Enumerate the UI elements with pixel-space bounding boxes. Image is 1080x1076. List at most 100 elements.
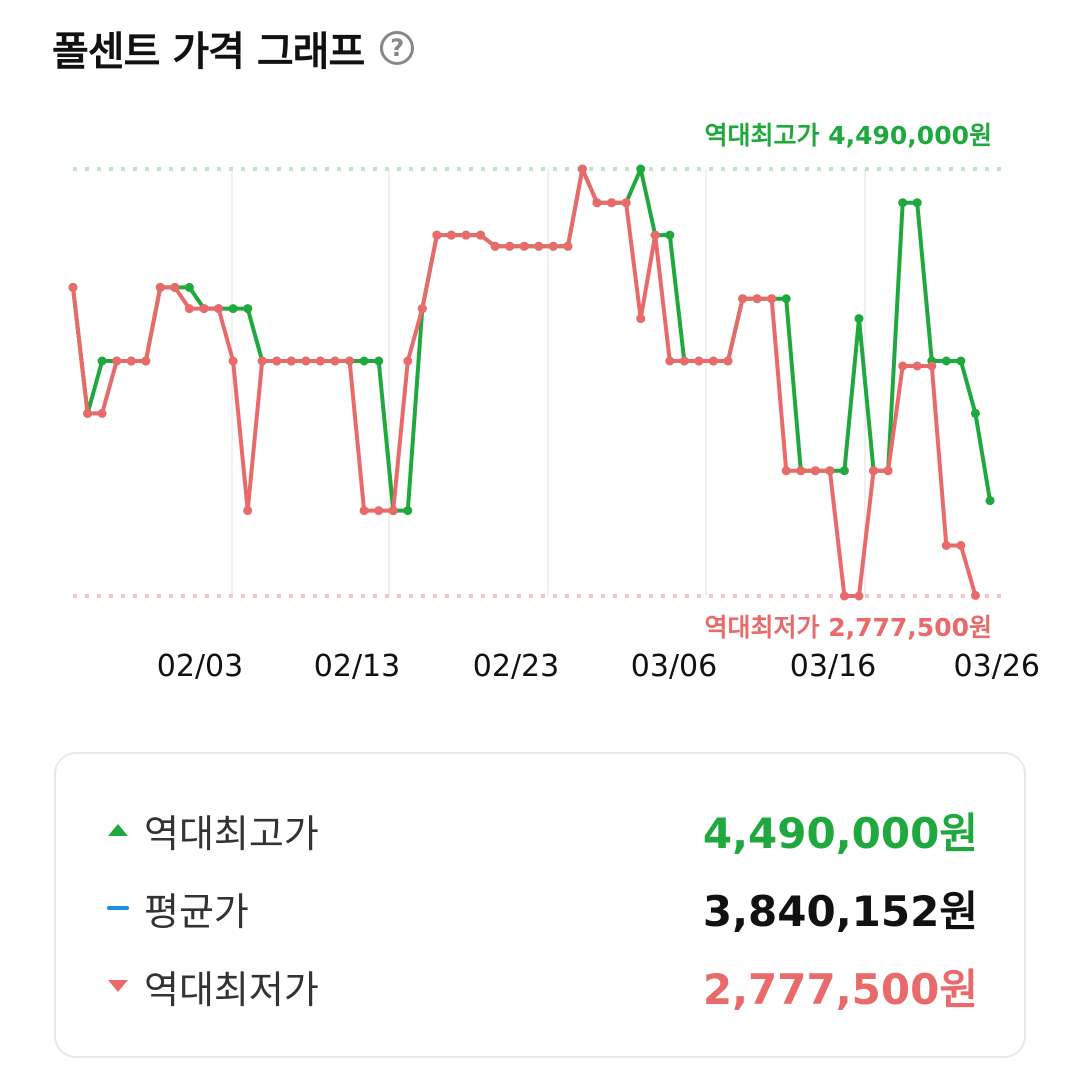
series-1-point-23 bbox=[403, 356, 413, 366]
series-1-point-11 bbox=[228, 356, 238, 366]
series-1-point-46 bbox=[738, 294, 748, 304]
series-1-point-21 bbox=[374, 506, 384, 516]
series-0-point-2 bbox=[97, 356, 107, 366]
series-1-point-16 bbox=[301, 356, 311, 366]
stat-row-high: 역대최고가 4,490,000원 bbox=[106, 800, 978, 860]
series-0-point-63 bbox=[985, 496, 995, 506]
series-1-point-25 bbox=[432, 230, 442, 240]
stat-value-high: 4,490,000원 bbox=[702, 808, 978, 858]
series-1-point-43 bbox=[694, 356, 704, 366]
question-circle-icon[interactable]: ? bbox=[380, 31, 415, 65]
x-tick-label-1: 02/13 bbox=[314, 649, 400, 684]
series-1-point-47 bbox=[752, 294, 762, 304]
high-price-annotation: 역대최고가 4,490,000원 bbox=[705, 121, 992, 150]
stat-value-avg: 3,840,152원 bbox=[702, 886, 978, 936]
series-1-point-18 bbox=[330, 356, 340, 366]
series-1-point-37 bbox=[607, 198, 617, 208]
series-1-point-57 bbox=[898, 361, 908, 371]
series-1-point-28 bbox=[476, 230, 486, 240]
series-0-point-62 bbox=[970, 408, 980, 418]
series-1-point-59 bbox=[927, 361, 937, 371]
series-1-point-9 bbox=[199, 304, 209, 314]
series-1-point-58 bbox=[912, 361, 922, 371]
series-1-point-3 bbox=[112, 356, 122, 366]
series-1-point-62 bbox=[970, 590, 980, 600]
series-0-point-21 bbox=[374, 356, 384, 366]
triangle-down-icon bbox=[106, 980, 130, 992]
series-1-point-39 bbox=[636, 314, 646, 324]
series-1-point-32 bbox=[534, 241, 544, 251]
stat-label-low: 역대최저가 bbox=[144, 967, 319, 1012]
series-0-point-39 bbox=[636, 164, 646, 174]
series-1-point-50 bbox=[796, 466, 806, 476]
series-1-point-20 bbox=[359, 506, 369, 516]
series-1-point-52 bbox=[825, 466, 835, 476]
series-1-point-17 bbox=[315, 356, 325, 366]
series-1-point-10 bbox=[214, 304, 224, 314]
series-1-point-56 bbox=[883, 466, 893, 476]
series-1-point-42 bbox=[679, 356, 689, 366]
series-0-point-61 bbox=[956, 356, 966, 366]
series-1-point-14 bbox=[272, 356, 282, 366]
series-1-point-61 bbox=[956, 541, 966, 550]
series-1-point-12 bbox=[243, 506, 253, 516]
series-1-point-41 bbox=[665, 356, 675, 366]
series-1-point-2 bbox=[97, 408, 107, 418]
x-tick-label-4: 03/16 bbox=[790, 649, 876, 684]
series-1-point-6 bbox=[155, 282, 165, 292]
series-1-point-49 bbox=[781, 466, 791, 476]
series-1-point-34 bbox=[563, 241, 573, 251]
series-1-point-13 bbox=[257, 356, 267, 366]
x-axis-ticks: 02/03 02/13 02/23 03/06 03/16 03/26 bbox=[157, 649, 1040, 684]
stat-value-low: 2,777,500원 bbox=[702, 964, 978, 1014]
low-price-annotation: 역대최저가 2,777,500원 bbox=[705, 613, 992, 642]
series-1-point-22 bbox=[388, 506, 398, 516]
stat-label-high: 역대최고가 bbox=[144, 811, 319, 856]
series-0-point-41 bbox=[665, 230, 675, 240]
series-1-point-45 bbox=[723, 356, 733, 366]
series-1-point-26 bbox=[446, 230, 456, 240]
series-1-point-40 bbox=[650, 230, 660, 240]
x-tick-label-0: 02/03 bbox=[157, 649, 243, 684]
series-0-point-58 bbox=[912, 198, 922, 208]
series-1-point-31 bbox=[519, 241, 529, 251]
series-1-point-0 bbox=[68, 282, 78, 292]
series-1-point-44 bbox=[708, 356, 718, 366]
triangle-up-icon bbox=[106, 824, 130, 836]
series-1-point-33 bbox=[548, 241, 558, 251]
series-1-point-29 bbox=[490, 241, 500, 251]
chart-header: 폴센트 가격 그래프 ? bbox=[52, 18, 415, 78]
x-tick-label-5: 03/26 bbox=[954, 649, 1040, 684]
series-line-1 bbox=[71, 167, 978, 598]
series-0-point-53 bbox=[839, 466, 849, 476]
price-summary-card: 역대최고가 4,490,000원 평균가 3,840,152원 역대최저가 2,… bbox=[54, 752, 1026, 1058]
series-1-point-4 bbox=[126, 356, 136, 366]
series-0-point-20 bbox=[359, 356, 369, 366]
series-1-point-35 bbox=[577, 164, 587, 174]
series-0-point-23 bbox=[403, 506, 413, 516]
series-layer bbox=[68, 164, 995, 601]
series-0-point-57 bbox=[898, 198, 908, 208]
price-chart: 역대최고가 4,490,000원 역대최저가 2,777,500원 02/03 0… bbox=[68, 121, 1040, 684]
stat-row-low: 역대최저가 2,777,500원 bbox=[106, 956, 978, 1016]
series-1-point-38 bbox=[621, 198, 631, 208]
series-0-point-49 bbox=[781, 294, 791, 304]
x-tick-label-2: 02/23 bbox=[473, 649, 559, 684]
series-1-point-30 bbox=[505, 241, 515, 251]
label-layer: 역대최고가 4,490,000원 역대최저가 2,777,500원 bbox=[705, 121, 992, 642]
series-line-0 bbox=[71, 167, 992, 513]
series-1-point-7 bbox=[170, 282, 180, 292]
series-1-point-55 bbox=[869, 466, 879, 476]
series-1-point-36 bbox=[592, 198, 602, 208]
series-0-point-54 bbox=[854, 314, 864, 324]
series-1-point-1 bbox=[83, 408, 93, 418]
grid-layer bbox=[231, 169, 866, 596]
series-1-point-8 bbox=[184, 304, 194, 314]
series-0-point-60 bbox=[941, 356, 951, 366]
series-1-point-60 bbox=[941, 541, 951, 550]
series-1-point-19 bbox=[345, 356, 355, 366]
series-1-point-15 bbox=[286, 356, 296, 366]
series-1-point-51 bbox=[810, 466, 820, 476]
series-0-point-11 bbox=[228, 304, 238, 314]
series-1-point-5 bbox=[141, 356, 151, 366]
